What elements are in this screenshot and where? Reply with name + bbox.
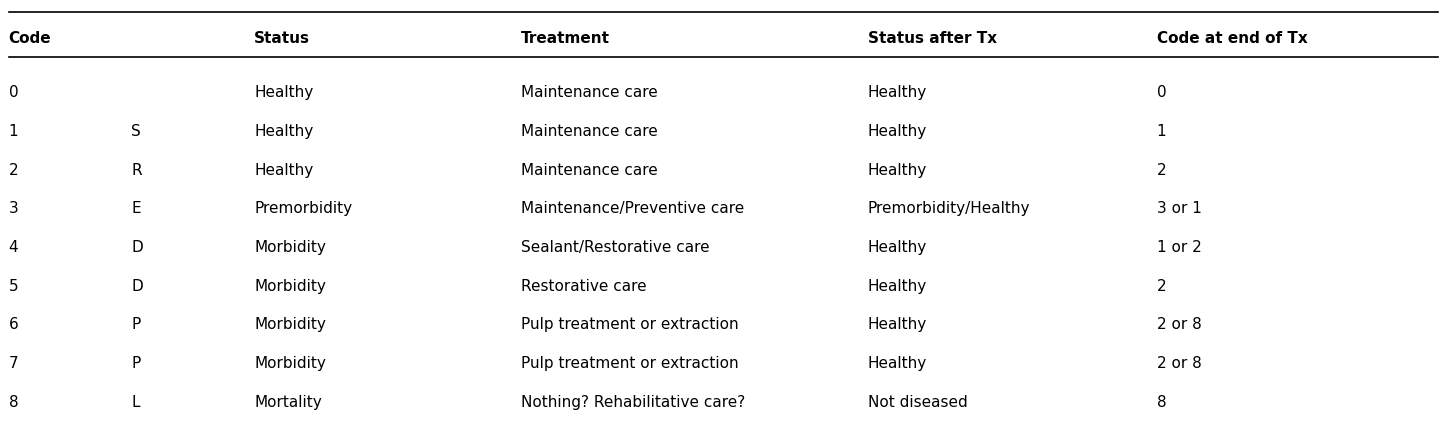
Text: 2: 2: [1156, 163, 1166, 178]
Text: Healthy: Healthy: [255, 124, 314, 139]
Text: Nothing? Rehabilitative care?: Nothing? Rehabilitative care?: [521, 395, 745, 410]
Text: 0: 0: [1156, 85, 1166, 100]
Text: 2: 2: [1156, 279, 1166, 294]
Text: Morbidity: Morbidity: [255, 279, 326, 294]
Text: 1: 1: [9, 124, 19, 139]
Text: Maintenance care: Maintenance care: [521, 85, 658, 100]
Text: 1: 1: [1156, 124, 1166, 139]
Text: Maintenance/Preventive care: Maintenance/Preventive care: [521, 201, 745, 217]
Text: 4: 4: [9, 240, 19, 255]
Text: Healthy: Healthy: [868, 124, 928, 139]
Text: 6: 6: [9, 317, 19, 332]
Text: Pulp treatment or extraction: Pulp treatment or extraction: [521, 356, 739, 371]
Text: D: D: [132, 279, 143, 294]
Text: Restorative care: Restorative care: [521, 279, 647, 294]
Text: L: L: [132, 395, 140, 410]
Text: P: P: [132, 317, 140, 332]
Text: Code: Code: [9, 31, 51, 46]
Text: Healthy: Healthy: [255, 163, 314, 178]
Text: 1 or 2: 1 or 2: [1156, 240, 1201, 255]
Text: Premorbidity/Healthy: Premorbidity/Healthy: [868, 201, 1030, 217]
Text: Status after Tx: Status after Tx: [868, 31, 997, 46]
Text: 2: 2: [9, 163, 19, 178]
Text: 2 or 8: 2 or 8: [1156, 356, 1201, 371]
Text: P: P: [132, 356, 140, 371]
Text: Sealant/Restorative care: Sealant/Restorative care: [521, 240, 710, 255]
Text: S: S: [132, 124, 142, 139]
Text: Code at end of Tx: Code at end of Tx: [1156, 31, 1308, 46]
Text: Healthy: Healthy: [868, 279, 928, 294]
Text: Healthy: Healthy: [868, 317, 928, 332]
Text: Maintenance care: Maintenance care: [521, 124, 658, 139]
Text: Premorbidity: Premorbidity: [255, 201, 352, 217]
Text: Healthy: Healthy: [868, 85, 928, 100]
Text: 3 or 1: 3 or 1: [1156, 201, 1201, 217]
Text: Morbidity: Morbidity: [255, 356, 326, 371]
Text: Mortality: Mortality: [255, 395, 321, 410]
Text: 5: 5: [9, 279, 19, 294]
Text: Maintenance care: Maintenance care: [521, 163, 658, 178]
Text: 7: 7: [9, 356, 19, 371]
Text: 0: 0: [9, 85, 19, 100]
Text: D: D: [132, 240, 143, 255]
Text: 3: 3: [9, 201, 19, 217]
Text: Healthy: Healthy: [868, 356, 928, 371]
Text: Healthy: Healthy: [868, 163, 928, 178]
Text: Morbidity: Morbidity: [255, 317, 326, 332]
Text: Status: Status: [255, 31, 310, 46]
Text: Pulp treatment or extraction: Pulp treatment or extraction: [521, 317, 739, 332]
Text: Not diseased: Not diseased: [868, 395, 968, 410]
Text: Morbidity: Morbidity: [255, 240, 326, 255]
Text: Healthy: Healthy: [868, 240, 928, 255]
Text: Healthy: Healthy: [255, 85, 314, 100]
Text: R: R: [132, 163, 142, 178]
Text: 8: 8: [1156, 395, 1166, 410]
Text: 2 or 8: 2 or 8: [1156, 317, 1201, 332]
Text: Treatment: Treatment: [521, 31, 611, 46]
Text: E: E: [132, 201, 140, 217]
Text: 8: 8: [9, 395, 19, 410]
